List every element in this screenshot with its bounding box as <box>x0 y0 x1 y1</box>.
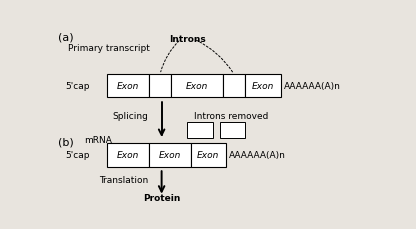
Text: Introns removed: Introns removed <box>194 111 268 120</box>
Text: Primary transcript: Primary transcript <box>68 44 150 53</box>
Bar <box>107 75 149 98</box>
Bar <box>220 123 245 139</box>
Text: 5'cap: 5'cap <box>65 151 89 160</box>
Bar <box>245 75 281 98</box>
Bar <box>191 144 226 167</box>
Bar <box>171 75 223 98</box>
Text: 5'cap: 5'cap <box>65 82 89 91</box>
Text: Exon: Exon <box>116 82 139 91</box>
Text: (a): (a) <box>58 33 74 43</box>
Text: Introns: Introns <box>169 35 206 44</box>
Text: Protein: Protein <box>143 193 180 202</box>
Text: Translation: Translation <box>99 175 149 185</box>
Bar <box>188 123 213 139</box>
Text: Exon: Exon <box>197 151 220 160</box>
Bar <box>223 75 245 98</box>
Text: AAAAAA(A)n: AAAAAA(A)n <box>229 151 286 160</box>
Text: AAAAAA(A)n: AAAAAA(A)n <box>284 82 341 91</box>
Text: Exon: Exon <box>158 151 181 160</box>
Text: Exon: Exon <box>252 82 275 91</box>
Text: Exon: Exon <box>116 151 139 160</box>
Text: (b): (b) <box>58 137 74 147</box>
Text: Exon: Exon <box>186 82 208 91</box>
Text: Splicing: Splicing <box>113 111 149 120</box>
Text: mRNA: mRNA <box>84 135 112 144</box>
Bar <box>107 144 149 167</box>
Bar <box>149 75 171 98</box>
Bar <box>149 144 191 167</box>
